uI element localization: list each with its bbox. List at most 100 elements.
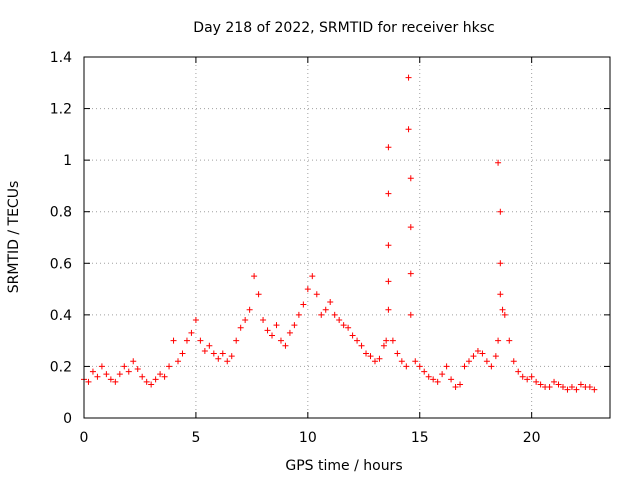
data-point: [107, 376, 114, 383]
data-point: [295, 311, 302, 318]
data-point: [286, 329, 293, 336]
data-point: [143, 378, 150, 385]
data-point: [407, 270, 414, 277]
data-point: [304, 286, 311, 293]
data-point: [501, 311, 508, 318]
data-point: [237, 324, 244, 331]
data-point: [434, 378, 441, 385]
x-tick-label: 20: [523, 430, 541, 446]
data-point: [499, 306, 506, 313]
data-point: [157, 371, 164, 378]
x-axis-label: GPS time / hours: [285, 458, 402, 474]
data-point: [363, 350, 370, 357]
data-point: [398, 358, 405, 365]
data-point: [327, 298, 334, 305]
data-point: [201, 347, 208, 354]
data-point: [313, 291, 320, 298]
data-point: [537, 381, 544, 388]
data-point: [134, 366, 141, 373]
data-series-srmtid: [81, 74, 598, 393]
data-point: [376, 355, 383, 362]
y-tick-labels: 0 0.2 0.4 0.6 0.8 1 1.2 1.4: [50, 50, 72, 427]
chart-title: Day 218 of 2022, SRMTID for receiver hks…: [193, 20, 494, 36]
y-tick-label: 1.4: [50, 50, 72, 66]
data-point: [340, 322, 347, 329]
y-tick-label: 0.4: [50, 308, 72, 324]
data-point: [465, 358, 472, 365]
data-point: [559, 384, 566, 391]
x-tick-labels: 0 5 10 15 20: [80, 430, 541, 446]
data-point: [405, 126, 412, 133]
data-point: [564, 386, 571, 393]
data-point: [452, 384, 459, 391]
data-point: [497, 291, 504, 298]
data-point: [457, 381, 464, 388]
data-point: [269, 332, 276, 339]
data-point: [407, 175, 414, 182]
y-tick-label: 0.6: [50, 256, 72, 272]
data-point: [497, 208, 504, 215]
data-point: [277, 337, 284, 344]
data-point: [228, 353, 235, 360]
data-point: [495, 337, 502, 344]
data-point: [448, 376, 455, 383]
data-point: [533, 378, 540, 385]
data-point: [260, 317, 267, 324]
data-point: [309, 273, 316, 280]
data-point: [492, 353, 499, 360]
data-point: [192, 317, 199, 324]
data-point: [336, 317, 343, 324]
data-point: [345, 324, 352, 331]
data-point: [385, 144, 392, 151]
data-point: [495, 159, 502, 166]
y-tick-label: 0.8: [50, 205, 72, 221]
data-point: [524, 376, 531, 383]
data-point: [322, 306, 329, 313]
data-point: [385, 278, 392, 285]
data-point: [519, 373, 526, 380]
data-point: [318, 311, 325, 318]
data-point: [183, 337, 190, 344]
data-point: [371, 358, 378, 365]
data-point: [385, 242, 392, 249]
data-point: [219, 350, 226, 357]
x-tick-label: 5: [191, 430, 200, 446]
data-point: [380, 342, 387, 349]
data-point: [170, 337, 177, 344]
data-point: [439, 371, 446, 378]
y-tick-label: 0: [63, 411, 72, 427]
data-point: [394, 350, 401, 357]
data-point: [430, 376, 437, 383]
data-point: [412, 358, 419, 365]
data-point: [407, 311, 414, 318]
data-point: [405, 74, 412, 81]
data-point: [121, 363, 128, 370]
data-point: [443, 363, 450, 370]
y-tick-label: 0.2: [50, 359, 72, 375]
data-point: [425, 373, 432, 380]
data-point: [224, 358, 231, 365]
data-point: [233, 337, 240, 344]
data-point: [215, 355, 222, 362]
y-tick-label: 1.2: [50, 102, 72, 118]
data-point: [139, 373, 146, 380]
data-point: [510, 358, 517, 365]
data-point: [577, 381, 584, 388]
data-point: [116, 371, 123, 378]
data-point: [474, 347, 481, 354]
data-point: [125, 368, 132, 375]
data-point: [179, 350, 186, 357]
data-point: [546, 384, 553, 391]
data-point: [555, 381, 562, 388]
data-point: [94, 373, 101, 380]
data-point: [282, 342, 289, 349]
data-point: [331, 311, 338, 318]
data-point: [591, 386, 598, 393]
data-point: [416, 363, 423, 370]
data-point: [358, 342, 365, 349]
data-point: [349, 332, 356, 339]
data-point: [152, 376, 159, 383]
data-point: [210, 350, 217, 357]
data-point: [470, 353, 477, 360]
data-point: [586, 384, 593, 391]
